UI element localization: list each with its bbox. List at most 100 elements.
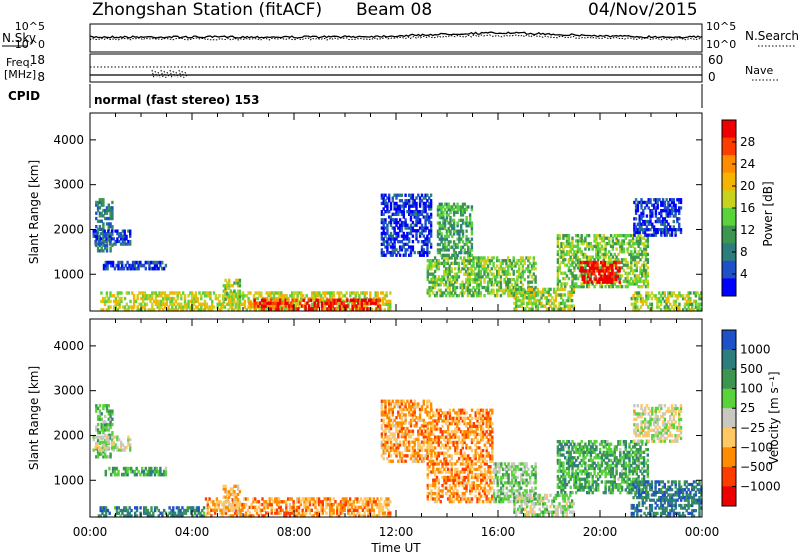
data-cell	[441, 491, 444, 496]
data-cell	[117, 260, 120, 265]
data-cell	[347, 511, 350, 515]
data-cell	[113, 466, 117, 471]
data-cell	[278, 291, 281, 295]
data-cell	[314, 500, 317, 504]
data-cell	[522, 290, 525, 294]
data-cell	[667, 308, 670, 312]
data-cell	[165, 294, 168, 298]
data-cell	[461, 280, 464, 284]
data-cell	[564, 285, 567, 289]
data-cell	[486, 256, 490, 260]
data-cell	[212, 500, 215, 504]
data-cell	[162, 291, 165, 295]
data-cell	[676, 228, 679, 232]
data-cell	[136, 305, 139, 309]
data-cell	[377, 304, 380, 308]
data-cell	[587, 255, 591, 259]
data-cell	[235, 492, 238, 497]
data-cell	[463, 208, 466, 212]
data-cell	[654, 228, 658, 232]
data-cell	[455, 275, 459, 279]
data-cell	[672, 299, 676, 304]
data-cell	[461, 208, 465, 212]
data-cell	[435, 475, 439, 480]
data-cell	[424, 215, 427, 219]
data-cell	[472, 467, 475, 471]
data-cell	[492, 288, 495, 292]
data-cell	[186, 508, 189, 513]
data-cell	[420, 210, 424, 214]
data-cell	[338, 502, 341, 507]
data-cell	[391, 234, 394, 238]
data-cell	[642, 282, 646, 286]
data-cell	[466, 261, 470, 265]
data-cell	[476, 424, 479, 428]
data-cell	[348, 514, 352, 518]
data-cell	[617, 242, 620, 246]
data-cell	[469, 457, 472, 461]
data-cell	[102, 198, 105, 202]
data-cell	[109, 249, 112, 253]
data-cell	[109, 246, 112, 250]
data-cell	[125, 237, 128, 241]
data-cell	[465, 242, 468, 247]
data-cell	[463, 467, 466, 471]
data-cell	[311, 302, 314, 306]
data-cell	[477, 261, 481, 265]
data-cell	[297, 307, 300, 311]
data-cell	[104, 469, 107, 474]
data-cell	[619, 282, 622, 286]
data-cell	[100, 412, 103, 416]
data-cell	[116, 302, 119, 306]
data-cell	[415, 231, 418, 236]
data-cell	[115, 506, 119, 510]
data-cell	[179, 514, 182, 518]
data-cell	[592, 272, 595, 276]
data-cell	[406, 234, 409, 238]
data-cell	[663, 222, 667, 226]
data-cell	[532, 264, 535, 268]
data-cell	[102, 452, 105, 456]
data-cell	[474, 414, 477, 418]
data-cell	[283, 294, 287, 298]
data-cell	[433, 294, 437, 298]
data-cell	[619, 244, 622, 248]
data-cell	[469, 424, 472, 428]
data-cell	[446, 427, 450, 431]
data-cell	[126, 260, 129, 265]
data-cell	[589, 242, 593, 246]
data-cell	[497, 269, 501, 274]
data-cell	[169, 302, 172, 306]
data-cell	[369, 500, 372, 504]
data-cell	[631, 252, 635, 257]
data-cell	[325, 505, 328, 510]
data-cell	[142, 472, 146, 477]
data-cell	[143, 511, 146, 515]
data-cell	[567, 236, 571, 240]
data-cell	[107, 433, 110, 437]
data-cell	[457, 267, 461, 271]
data-cell	[241, 291, 245, 295]
data-cell	[299, 514, 303, 518]
data-cell	[415, 212, 418, 216]
data-cell	[554, 304, 558, 308]
data-cell	[263, 514, 266, 518]
data-cell	[448, 272, 451, 276]
data-cell	[470, 272, 473, 276]
data-cell	[383, 500, 386, 504]
data-cell	[507, 256, 510, 260]
data-cell	[386, 207, 389, 211]
data-cell	[674, 230, 677, 235]
data-cell	[411, 220, 415, 225]
data-cell	[480, 424, 483, 428]
data-cell	[226, 506, 229, 510]
data-cell	[310, 514, 313, 518]
data-cell	[696, 291, 699, 295]
data-cell	[381, 302, 385, 306]
data-cell	[395, 204, 398, 208]
data-cell	[100, 214, 103, 218]
data-cell	[644, 244, 648, 248]
data-cell	[558, 247, 561, 251]
data-cell	[97, 514, 101, 518]
data-cell	[480, 465, 483, 469]
